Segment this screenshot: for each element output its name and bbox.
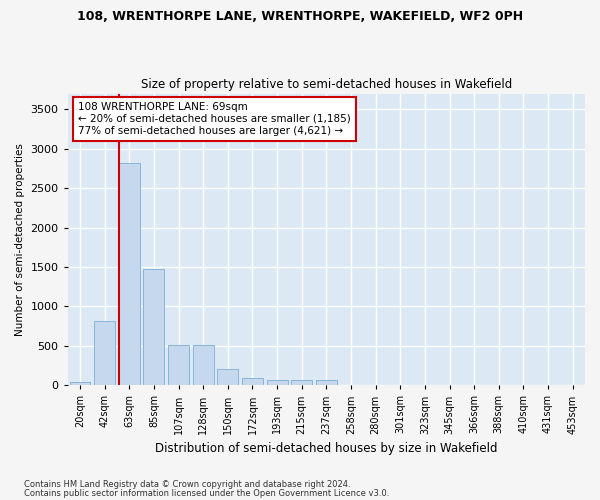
Bar xyxy=(94,320,115,386)
Bar xyxy=(70,382,91,386)
Text: 108, WRENTHORPE LANE, WRENTHORPE, WAKEFIELD, WF2 0PH: 108, WRENTHORPE LANE, WRENTHORPE, WAKEFI… xyxy=(77,10,523,23)
Bar xyxy=(242,378,263,386)
Bar xyxy=(143,268,164,386)
Bar xyxy=(316,380,337,386)
X-axis label: Distribution of semi-detached houses by size in Wakefield: Distribution of semi-detached houses by … xyxy=(155,442,497,455)
Text: Contains public sector information licensed under the Open Government Licence v3: Contains public sector information licen… xyxy=(24,488,389,498)
Y-axis label: Number of semi-detached properties: Number of semi-detached properties xyxy=(15,143,25,336)
Bar xyxy=(217,370,238,386)
Text: Contains HM Land Registry data © Crown copyright and database right 2024.: Contains HM Land Registry data © Crown c… xyxy=(24,480,350,489)
Bar xyxy=(266,380,287,386)
Title: Size of property relative to semi-detached houses in Wakefield: Size of property relative to semi-detach… xyxy=(141,78,512,91)
Bar xyxy=(291,380,312,386)
Text: 108 WRENTHORPE LANE: 69sqm
← 20% of semi-detached houses are smaller (1,185)
77%: 108 WRENTHORPE LANE: 69sqm ← 20% of semi… xyxy=(78,102,351,136)
Bar xyxy=(193,345,214,386)
Bar xyxy=(168,345,189,386)
Bar xyxy=(119,163,140,386)
